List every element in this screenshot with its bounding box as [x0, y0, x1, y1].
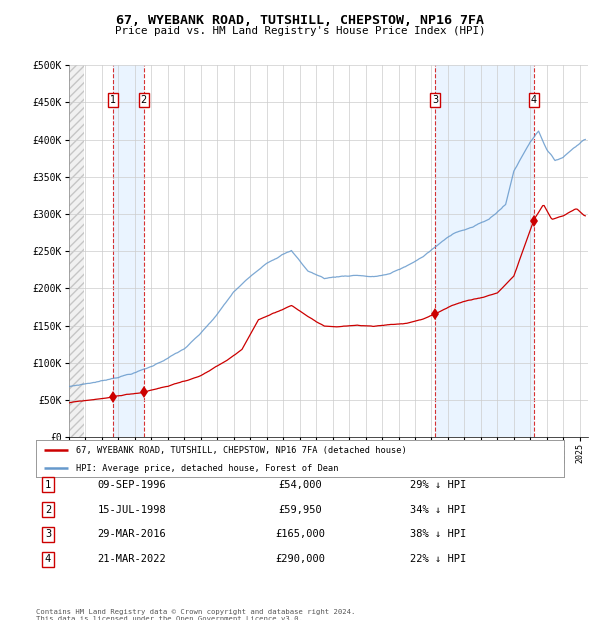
- Text: 3: 3: [45, 529, 51, 539]
- Text: 15-JUL-1998: 15-JUL-1998: [98, 505, 166, 515]
- Text: 4: 4: [45, 554, 51, 564]
- Text: 29-MAR-2016: 29-MAR-2016: [98, 529, 166, 539]
- Text: Contains HM Land Registry data © Crown copyright and database right 2024.: Contains HM Land Registry data © Crown c…: [36, 609, 355, 615]
- Text: £54,000: £54,000: [278, 480, 322, 490]
- Text: £59,950: £59,950: [278, 505, 322, 515]
- Bar: [69, 65, 84, 437]
- Text: 67, WYEBANK ROAD, TUTSHILL, CHEPSTOW, NP16 7FA (detached house): 67, WYEBANK ROAD, TUTSHILL, CHEPSTOW, NP…: [76, 446, 406, 454]
- Text: 2: 2: [45, 505, 51, 515]
- Text: HPI: Average price, detached house, Forest of Dean: HPI: Average price, detached house, Fore…: [76, 464, 338, 472]
- Text: 29% ↓ HPI: 29% ↓ HPI: [410, 480, 466, 490]
- Text: 1: 1: [45, 480, 51, 490]
- Text: 38% ↓ HPI: 38% ↓ HPI: [410, 529, 466, 539]
- Text: 09-SEP-1996: 09-SEP-1996: [98, 480, 166, 490]
- Text: 1: 1: [110, 95, 116, 105]
- Text: 3: 3: [433, 95, 439, 105]
- Text: £165,000: £165,000: [275, 529, 325, 539]
- Text: £290,000: £290,000: [275, 554, 325, 564]
- Text: 22% ↓ HPI: 22% ↓ HPI: [410, 554, 466, 564]
- Bar: [113, 65, 144, 437]
- Text: 2: 2: [140, 95, 147, 105]
- Text: Price paid vs. HM Land Registry's House Price Index (HPI): Price paid vs. HM Land Registry's House …: [115, 26, 485, 36]
- Text: 34% ↓ HPI: 34% ↓ HPI: [410, 505, 466, 515]
- Text: 21-MAR-2022: 21-MAR-2022: [98, 554, 166, 564]
- Bar: [436, 65, 534, 437]
- Text: 4: 4: [531, 95, 537, 105]
- Text: 67, WYEBANK ROAD, TUTSHILL, CHEPSTOW, NP16 7FA: 67, WYEBANK ROAD, TUTSHILL, CHEPSTOW, NP…: [116, 14, 484, 27]
- Text: This data is licensed under the Open Government Licence v3.0.: This data is licensed under the Open Gov…: [36, 616, 303, 620]
